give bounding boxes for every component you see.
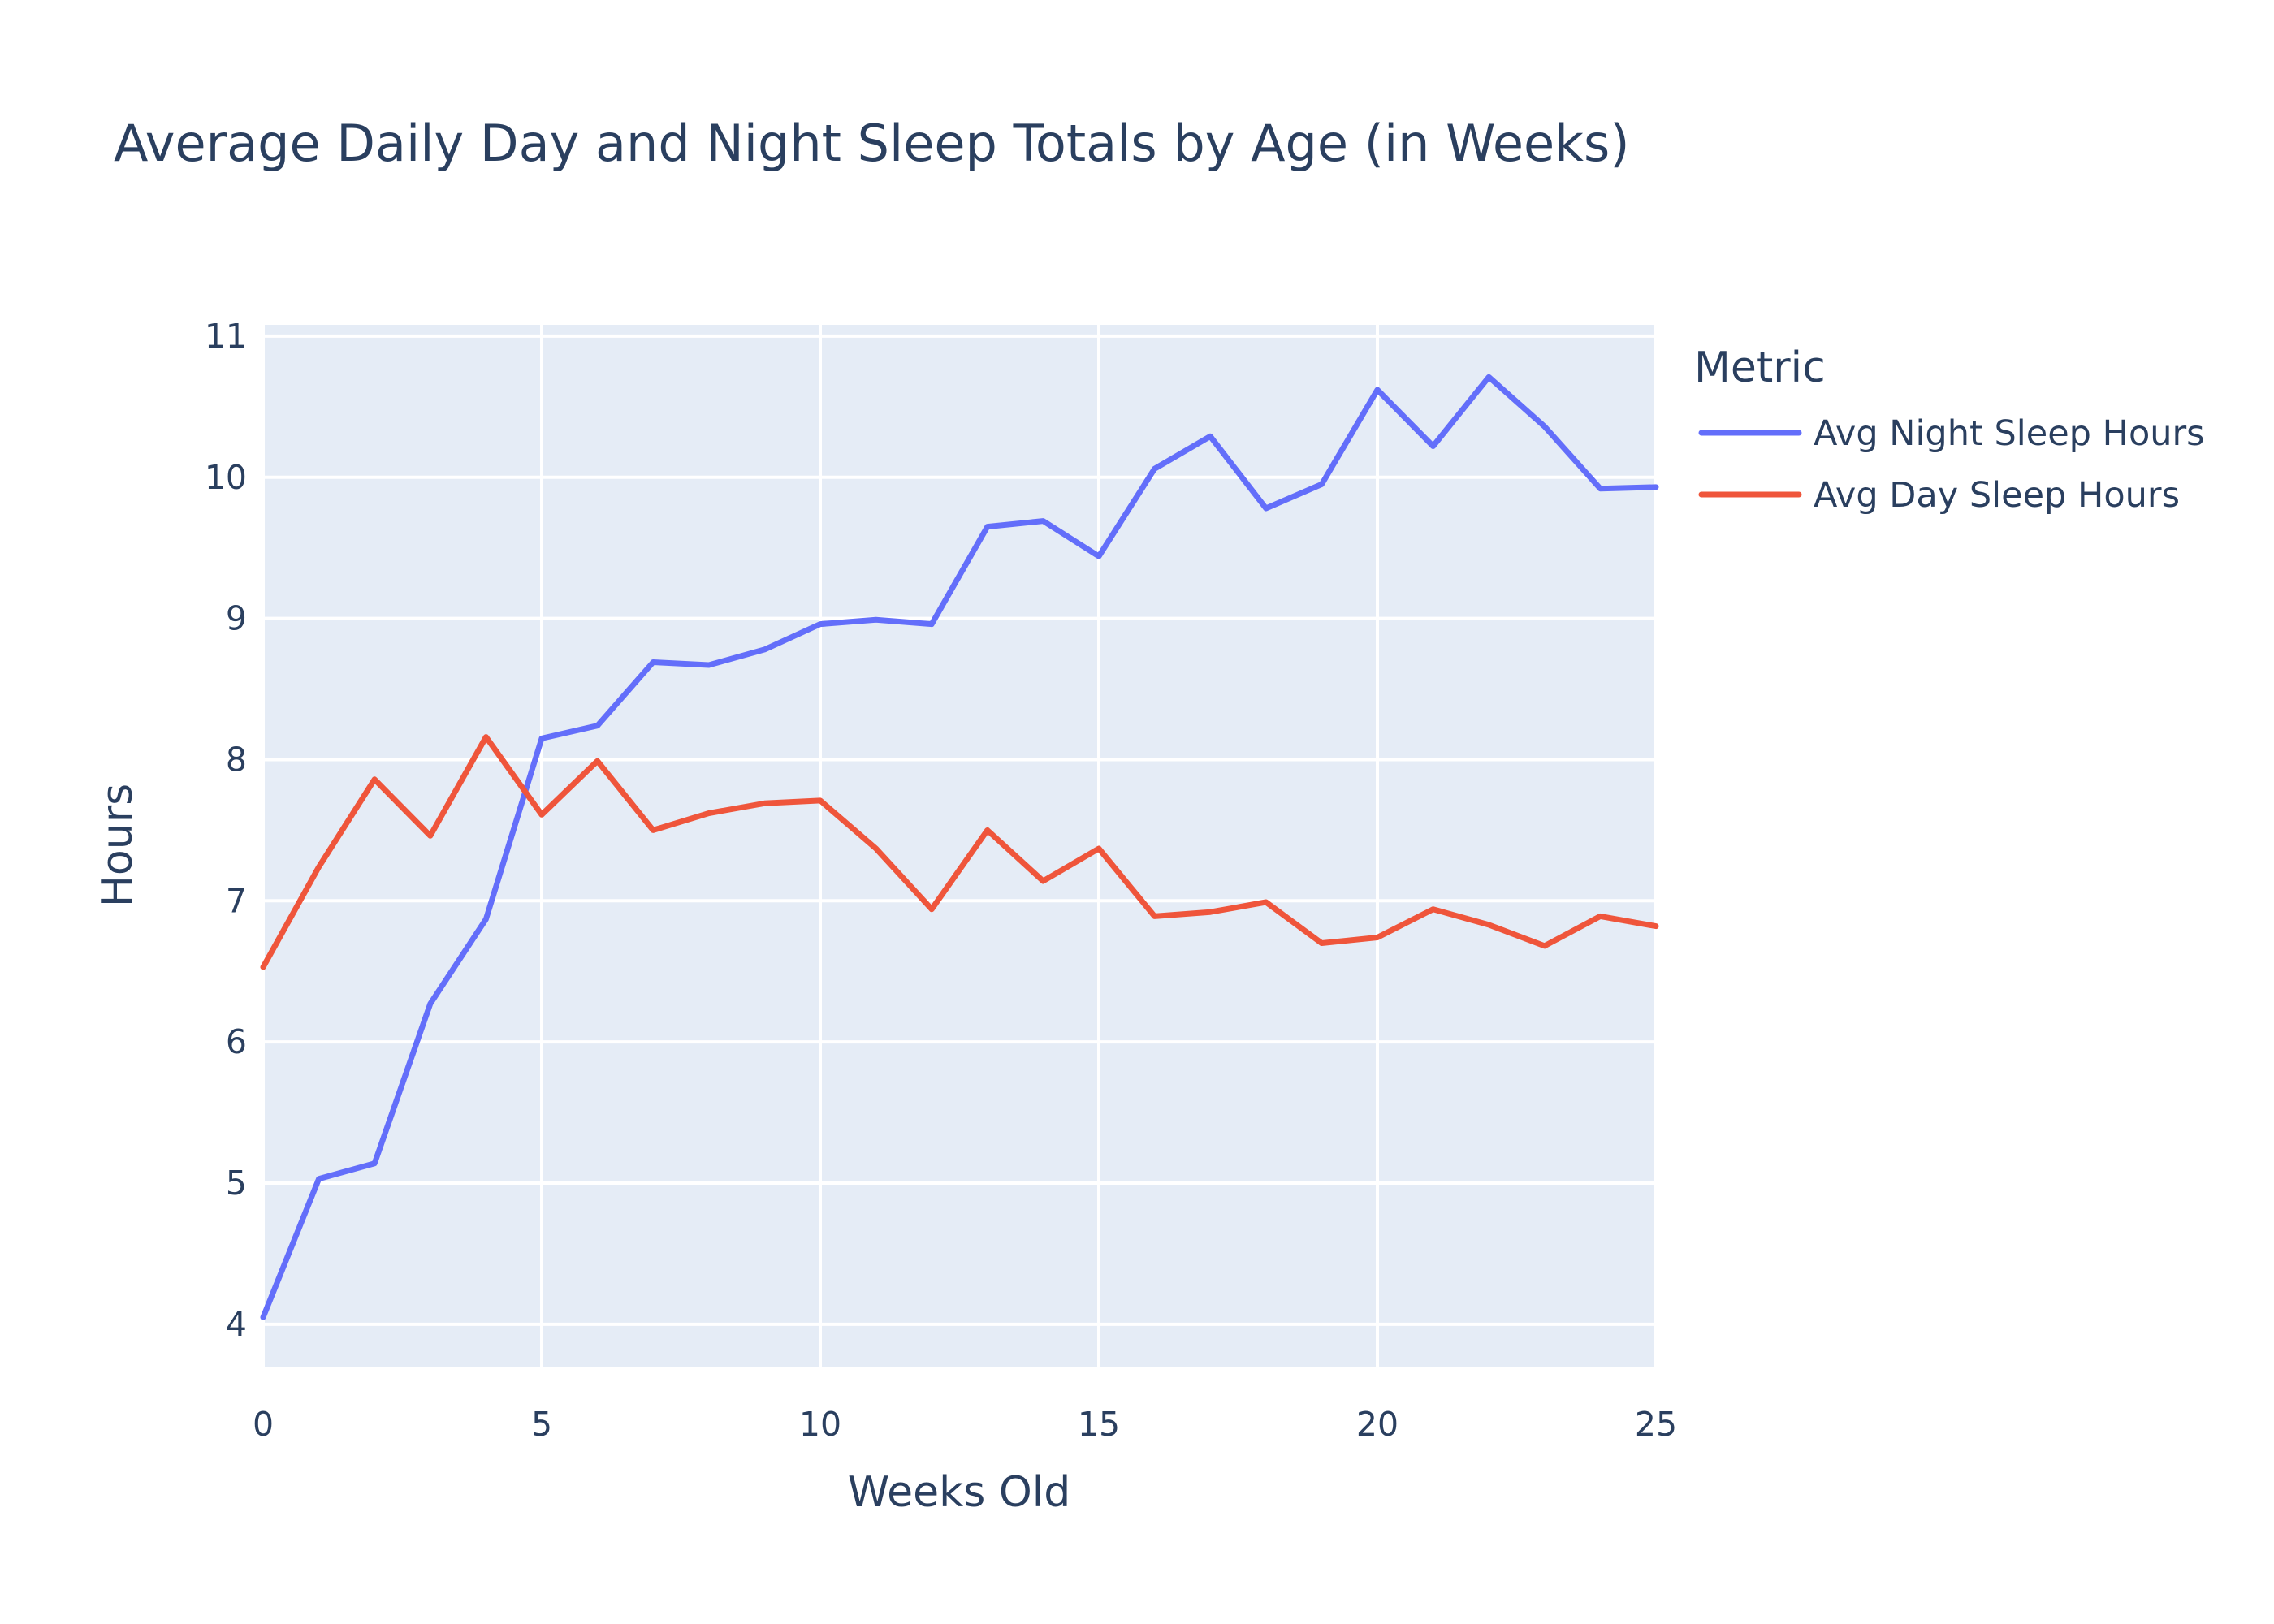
y-tick-label: 11 (205, 317, 247, 356)
series-line-2 (260, 734, 1659, 970)
x-tick-label: 10 (799, 1405, 841, 1444)
plot-area (263, 325, 1656, 1367)
y-tick-label: 10 (205, 458, 247, 497)
series-layer (260, 374, 1659, 1320)
legend: Metric Avg Night Sleep Hours Avg Day Slee… (1694, 343, 2205, 516)
y-tick-label: 6 (226, 1022, 247, 1061)
x-tick-label: 20 (1356, 1405, 1399, 1444)
x-axis-title: Weeks Old (848, 1468, 1070, 1517)
x-tick-label: 15 (1078, 1405, 1120, 1444)
y-tick-label: 5 (226, 1164, 247, 1203)
x-axis-ticks: 0 5 10 15 20 25 (253, 1405, 1677, 1444)
y-tick-label: 4 (226, 1305, 247, 1344)
legend-title: Metric (1694, 343, 1826, 392)
x-tick-label: 5 (531, 1405, 552, 1444)
x-tick-label: 25 (1635, 1405, 1677, 1444)
x-tick-label: 0 (253, 1405, 274, 1444)
y-axis-title: Hours (93, 784, 142, 907)
y-tick-label: 9 (226, 599, 247, 638)
y-axis-ticks: 4 5 6 7 8 9 10 11 (205, 317, 247, 1344)
legend-label[interactable]: Avg Day Sleep Hours (1814, 475, 2180, 516)
chart-title: Average Daily Day and Night Sleep Totals… (114, 114, 1630, 173)
grid (262, 325, 1658, 1367)
legend-label[interactable]: Avg Night Sleep Hours (1814, 413, 2205, 454)
y-tick-label: 7 (226, 881, 247, 920)
series-line-1 (260, 374, 1659, 1320)
y-tick-label: 8 (226, 740, 247, 779)
